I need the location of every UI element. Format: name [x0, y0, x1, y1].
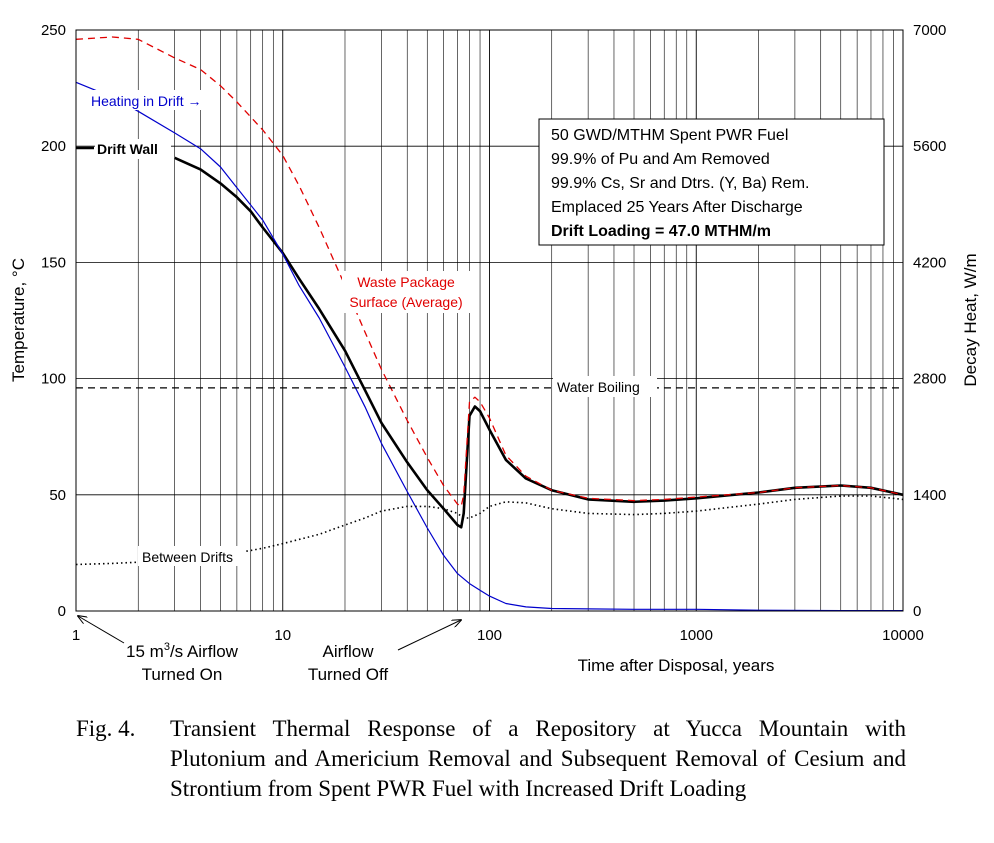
- y2-tick-label: 4200: [913, 254, 946, 271]
- drift-wall-label: Drift Wall: [97, 141, 158, 157]
- figure-caption-label: Fig. 4.: [76, 716, 136, 741]
- water-boiling-label: Water Boiling: [557, 379, 640, 395]
- series-line-drift-wall: [174, 156, 904, 529]
- x-tick-label: 1: [72, 627, 80, 644]
- airflow-on-text-a: 15 m: [126, 642, 164, 661]
- y-tick-label: 250: [41, 22, 66, 39]
- wp-label-line-1: Waste Package: [357, 274, 455, 290]
- info-line-1: 50 GWD/MTHM Spent PWR Fuel: [551, 127, 788, 144]
- series-line-waste-package-surface-average: [75, 36, 904, 508]
- info-line-2: 99.9% of Pu and Am Removed: [551, 151, 770, 168]
- y2-tick-label: 0: [913, 603, 921, 620]
- x-tick-label: 1000: [680, 627, 713, 644]
- airflow-on-label-line-1: 15 m3/s Airflow: [126, 641, 239, 661]
- y2-tick-label: 2800: [913, 371, 946, 388]
- y-tick-label: 200: [41, 138, 66, 155]
- heating-label: Heating in Drift →: [91, 93, 201, 109]
- annotations: Heating in Drift → Drift Wall Waste Pack…: [76, 90, 657, 566]
- y2-tick-label: 1400: [913, 487, 946, 504]
- thermal-response-chart: 1 10 100 1000 10000 0 50 100 150 200 250 0 1400 2800 4…: [9, 22, 980, 684]
- x-axis-label: Time after Disposal, years: [578, 656, 775, 675]
- airflow-on-arrow: [78, 616, 125, 644]
- y-axis-label: Temperature, °C: [9, 258, 28, 382]
- drift-wall-label-bg: [95, 139, 171, 159]
- y2-axis-label: Decay Heat, W/m: [961, 253, 980, 386]
- grid-lines: [76, 30, 903, 611]
- x-tick-label: 100: [477, 627, 502, 644]
- heating-label-bg: [88, 90, 214, 110]
- airflow-off-label-line-2: Turned Off: [308, 665, 389, 684]
- airflow-off-label-line-1: Airflow: [322, 642, 374, 661]
- water-boiling-label-bg: [553, 376, 657, 397]
- y2-tick-label: 5600: [913, 138, 946, 155]
- series-group: [75, 36, 904, 612]
- series-line-heating-in-drift: [75, 81, 903, 612]
- info-line-3: 99.9% Cs, Sr and Dtrs. (Y, Ba) Rem.: [551, 175, 809, 192]
- airflow-on-sup: 3: [164, 641, 170, 653]
- info-line-5: Drift Loading = 47.0 MTHM/m: [551, 223, 771, 240]
- y-tick-label: 100: [41, 371, 66, 388]
- y-tick-label: 50: [49, 487, 66, 504]
- info-box: 50 GWD/MTHM Spent PWR Fuel 99.9% of Pu a…: [538, 118, 885, 246]
- figure-caption: Fig. 4. Transient Thermal Response of a …: [76, 714, 906, 804]
- between-drifts-label-bg: [138, 546, 244, 566]
- plot-frame: [75, 29, 904, 612]
- airflow-annotations: 15 m3/s Airflow Turned On Airflow Turned…: [78, 616, 461, 684]
- between-drifts-label: Between Drifts: [142, 549, 233, 565]
- airflow-on-text-b: /s Airflow: [170, 642, 239, 661]
- wp-label-line-2: Surface (Average): [349, 294, 462, 310]
- x-tick-label: 10: [274, 627, 291, 644]
- y-tick-label: 0: [58, 603, 66, 620]
- tick-labels: 1 10 100 1000 10000 0 50 100 150 200 250 0 1400 2800 4…: [41, 22, 946, 644]
- info-line-4: Emplaced 25 Years After Discharge: [551, 199, 803, 216]
- y2-tick-label: 7000: [913, 22, 946, 39]
- y-tick-label: 150: [41, 254, 66, 271]
- airflow-on-label-line-2: Turned On: [142, 665, 223, 684]
- figure-caption-text: Transient Thermal Response of a Reposito…: [170, 716, 906, 801]
- info-box-frame: [538, 118, 885, 246]
- x-tick-label: 10000: [882, 627, 924, 644]
- airflow-off-arrow: [397, 620, 461, 651]
- wp-label-bg: [342, 271, 470, 313]
